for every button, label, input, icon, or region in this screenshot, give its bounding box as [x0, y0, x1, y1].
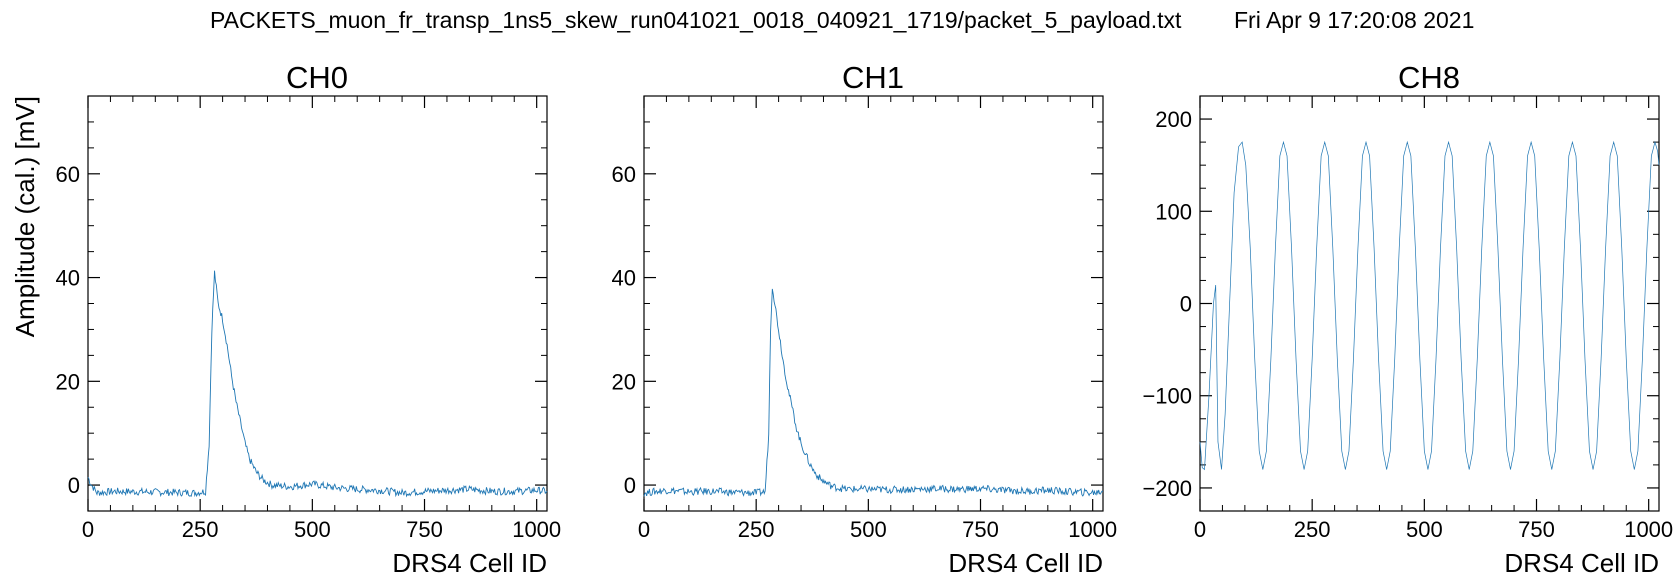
x-tick-label: 500	[1406, 517, 1443, 542]
y-tick-label: 60	[56, 162, 80, 187]
y-tick-label: 200	[1155, 107, 1192, 132]
x-tick-label: 500	[294, 517, 331, 542]
x-tick-label: 1000	[512, 517, 561, 542]
x-tick-label: 750	[1518, 517, 1555, 542]
panel-ch8: CH8 DRS4 Cell ID 0 250 500 750 1000−200−1000…	[1142, 60, 1673, 578]
panel-ch1: CH1 DRS4 Cell ID 0 250 500 750 1000 0 20 40 60	[612, 60, 1118, 578]
x-tick-label: 500	[850, 517, 887, 542]
tick-group: 0 250 500 750 1000 0 20 40 60	[612, 95, 1117, 542]
series-line	[643, 288, 1104, 497]
plot-frame	[1199, 95, 1660, 512]
y-tick-label: 0	[1180, 292, 1192, 317]
y-tick-label: 0	[68, 473, 80, 498]
plot-frame	[87, 95, 548, 512]
panel-ch0: CH0 DRS4 Cell ID Amplitude (cal.) [mV] 0…	[10, 60, 561, 578]
figure-title: PACKETS_muon_fr_transp_1ns5_skew_run0410…	[210, 7, 1182, 33]
x-axis-label: DRS4 Cell ID	[948, 548, 1103, 578]
x-tick-label: 1000	[1068, 517, 1117, 542]
tick-group: 0 250 500 750 1000 0 20 40 60	[56, 95, 561, 542]
panel-title: CH8	[1398, 60, 1460, 95]
x-tick-label: 250	[738, 517, 775, 542]
x-tick-label: 1000	[1624, 517, 1673, 542]
series-line	[1199, 140, 1660, 471]
plot-frame	[643, 95, 1104, 512]
x-tick-label: 0	[638, 517, 650, 542]
x-tick-label: 250	[1294, 517, 1331, 542]
panel-title: CH1	[842, 60, 904, 95]
x-tick-label: 0	[1194, 517, 1206, 542]
y-tick-label: −200	[1142, 476, 1192, 501]
x-axis-label: DRS4 Cell ID	[1504, 548, 1659, 578]
y-tick-label: 20	[612, 369, 636, 394]
y-tick-label: −100	[1142, 384, 1192, 409]
figure-timestamp: Fri Apr 9 17:20:08 2021	[1234, 7, 1474, 33]
tick-group: 0 250 500 750 1000 −200 −100 0 100 200	[1142, 95, 1673, 542]
y-tick-label: 60	[612, 162, 636, 187]
y-tick-label: 20	[56, 369, 80, 394]
panel-title: CH0	[286, 60, 348, 95]
x-tick-label: 750	[962, 517, 999, 542]
y-tick-label: 40	[612, 266, 636, 291]
x-axis-label: DRS4 Cell ID	[392, 548, 547, 578]
x-tick-label: 250	[182, 517, 219, 542]
series-line	[87, 270, 548, 498]
y-axis-label: Amplitude (cal.) [mV]	[10, 96, 40, 337]
y-tick-label: 100	[1155, 199, 1192, 224]
x-tick-label: 0	[82, 517, 94, 542]
x-tick-label: 750	[406, 517, 443, 542]
y-tick-label: 40	[56, 266, 80, 291]
y-tick-label: 0	[624, 473, 636, 498]
